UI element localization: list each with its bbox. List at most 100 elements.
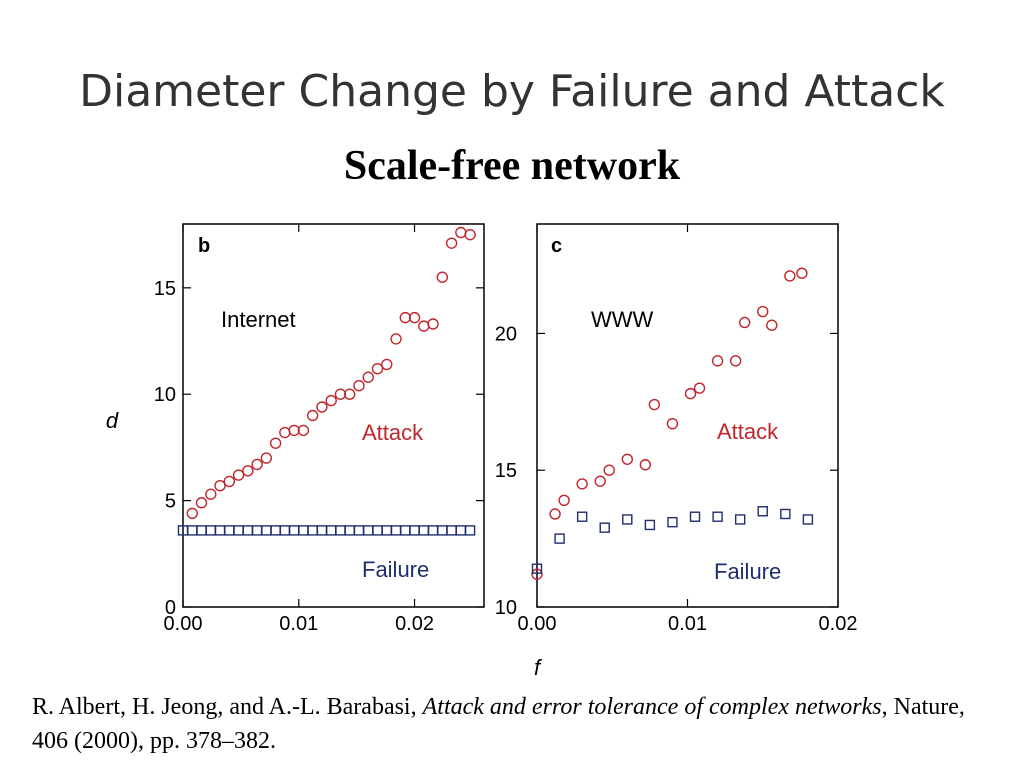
series-failure [177,525,476,536]
data-point-attack [353,380,365,392]
data-point-failure [233,525,244,536]
data-point-attack [594,475,606,487]
data-point-attack [455,226,467,239]
data-point-failure [214,525,226,536]
series-failure [531,506,814,574]
data-point-attack [729,355,742,367]
citation: R. Albert, H. Jeong, and A.-L. Barabasi,… [32,690,992,758]
series-attack [531,267,808,580]
data-point-attack [362,371,374,383]
data-point-attack [334,388,347,400]
data-point-failure [554,533,565,544]
data-point-attack [251,458,263,471]
data-point-attack [223,475,236,488]
data-point-attack [445,237,458,249]
data-point-failure [316,525,328,536]
data-point-attack [418,320,430,332]
chart-panel-c: 0.00 0.01 0.02 10 15 20 c WWW f Attack Failure [495,223,858,680]
data-point-failure [187,525,198,536]
panel-label: b [198,235,210,257]
data-point-attack [693,382,706,394]
data-point-failure [464,525,476,536]
data-point-attack [260,452,273,464]
data-point-failure [734,514,746,525]
x-tick-label: 0.02 [819,613,858,635]
y-axis-label: d [106,408,119,433]
data-point-attack [639,459,652,471]
data-point-failure [270,525,281,536]
data-point-attack [232,469,245,481]
y-tick-label: 15 [495,460,517,482]
data-point-attack [558,494,570,507]
plot-frame [536,223,839,608]
data-point-failure [689,511,701,522]
data-point-failure [335,525,346,536]
data-point-attack [648,398,661,411]
data-point-failure [427,525,439,536]
data-point-attack [399,311,411,324]
data-point-attack [205,488,217,500]
data-point-attack [242,465,254,477]
x-tick-label: 0.02 [395,613,434,635]
citation-rest: , Nature, 406 (2000), pp. 378–382. [32,694,965,754]
data-point-attack [766,319,778,331]
series-label-attack: Attack [362,420,424,445]
data-point-failure [418,525,429,536]
x-tick-label: 0.00 [164,613,203,635]
data-point-attack [576,478,588,490]
figure: 0.00 0.01 0.02 0 5 10 15 b Internet d Attack Failur… [106,223,858,680]
data-point-attack [279,426,291,439]
data-point-failure [288,525,300,536]
data-point-attack [195,497,208,509]
data-point-attack [269,437,282,449]
data-point-failure [644,519,656,531]
data-point-attack [297,424,310,437]
data-point-failure [757,506,768,517]
data-point-attack [531,568,543,580]
data-point-failure [599,522,610,533]
data-point-failure [667,516,678,528]
data-point-failure [251,525,263,536]
data-point-failure [802,514,814,525]
data-point-failure [455,525,467,536]
chart-panel-b: 0.00 0.01 0.02 0 5 10 15 b Internet d Attack Failur… [106,223,485,635]
citation-authors: R. Albert, H. Jeong, and A.-L. Barabasi, [32,694,423,720]
data-point-failure [446,525,457,536]
data-point-failure [400,525,411,536]
y-tick-label: 15 [154,278,176,300]
data-point-attack [549,508,561,520]
data-point-failure [205,525,216,536]
data-point-failure [712,511,723,522]
x-axis-label: f [534,655,543,680]
y-tick-label: 10 [495,597,517,619]
data-point-failure [390,525,402,536]
data-point-attack [711,355,724,367]
y-tick-label: 10 [154,384,176,406]
data-point-failure [224,525,235,536]
data-point-failure [242,525,254,536]
data-point-attack [684,387,697,400]
data-point-attack [344,388,356,400]
series-attack [186,226,476,520]
data-point-attack [408,311,421,324]
data-point-attack [381,358,393,371]
x-tick-label: 0.01 [279,613,318,635]
slide-subtitle: Scale-free network [343,143,681,189]
panel-annotation: WWW [591,307,654,332]
data-point-failure [576,511,588,522]
data-point-failure [531,563,543,574]
data-point-attack [390,333,402,345]
y-tick-label: 0 [165,597,176,619]
data-point-attack [796,267,808,279]
data-point-attack [757,305,769,318]
data-point-failure [298,525,309,536]
data-point-attack [738,316,751,329]
y-tick-label: 5 [165,491,176,513]
data-point-failure [780,508,791,520]
data-point-failure [261,525,272,536]
data-point-attack [214,480,226,492]
data-point-attack [325,394,337,407]
slide-title: Diameter Change by Failure and Attack [79,66,945,117]
data-point-failure [622,514,633,525]
data-point-failure [409,525,420,536]
